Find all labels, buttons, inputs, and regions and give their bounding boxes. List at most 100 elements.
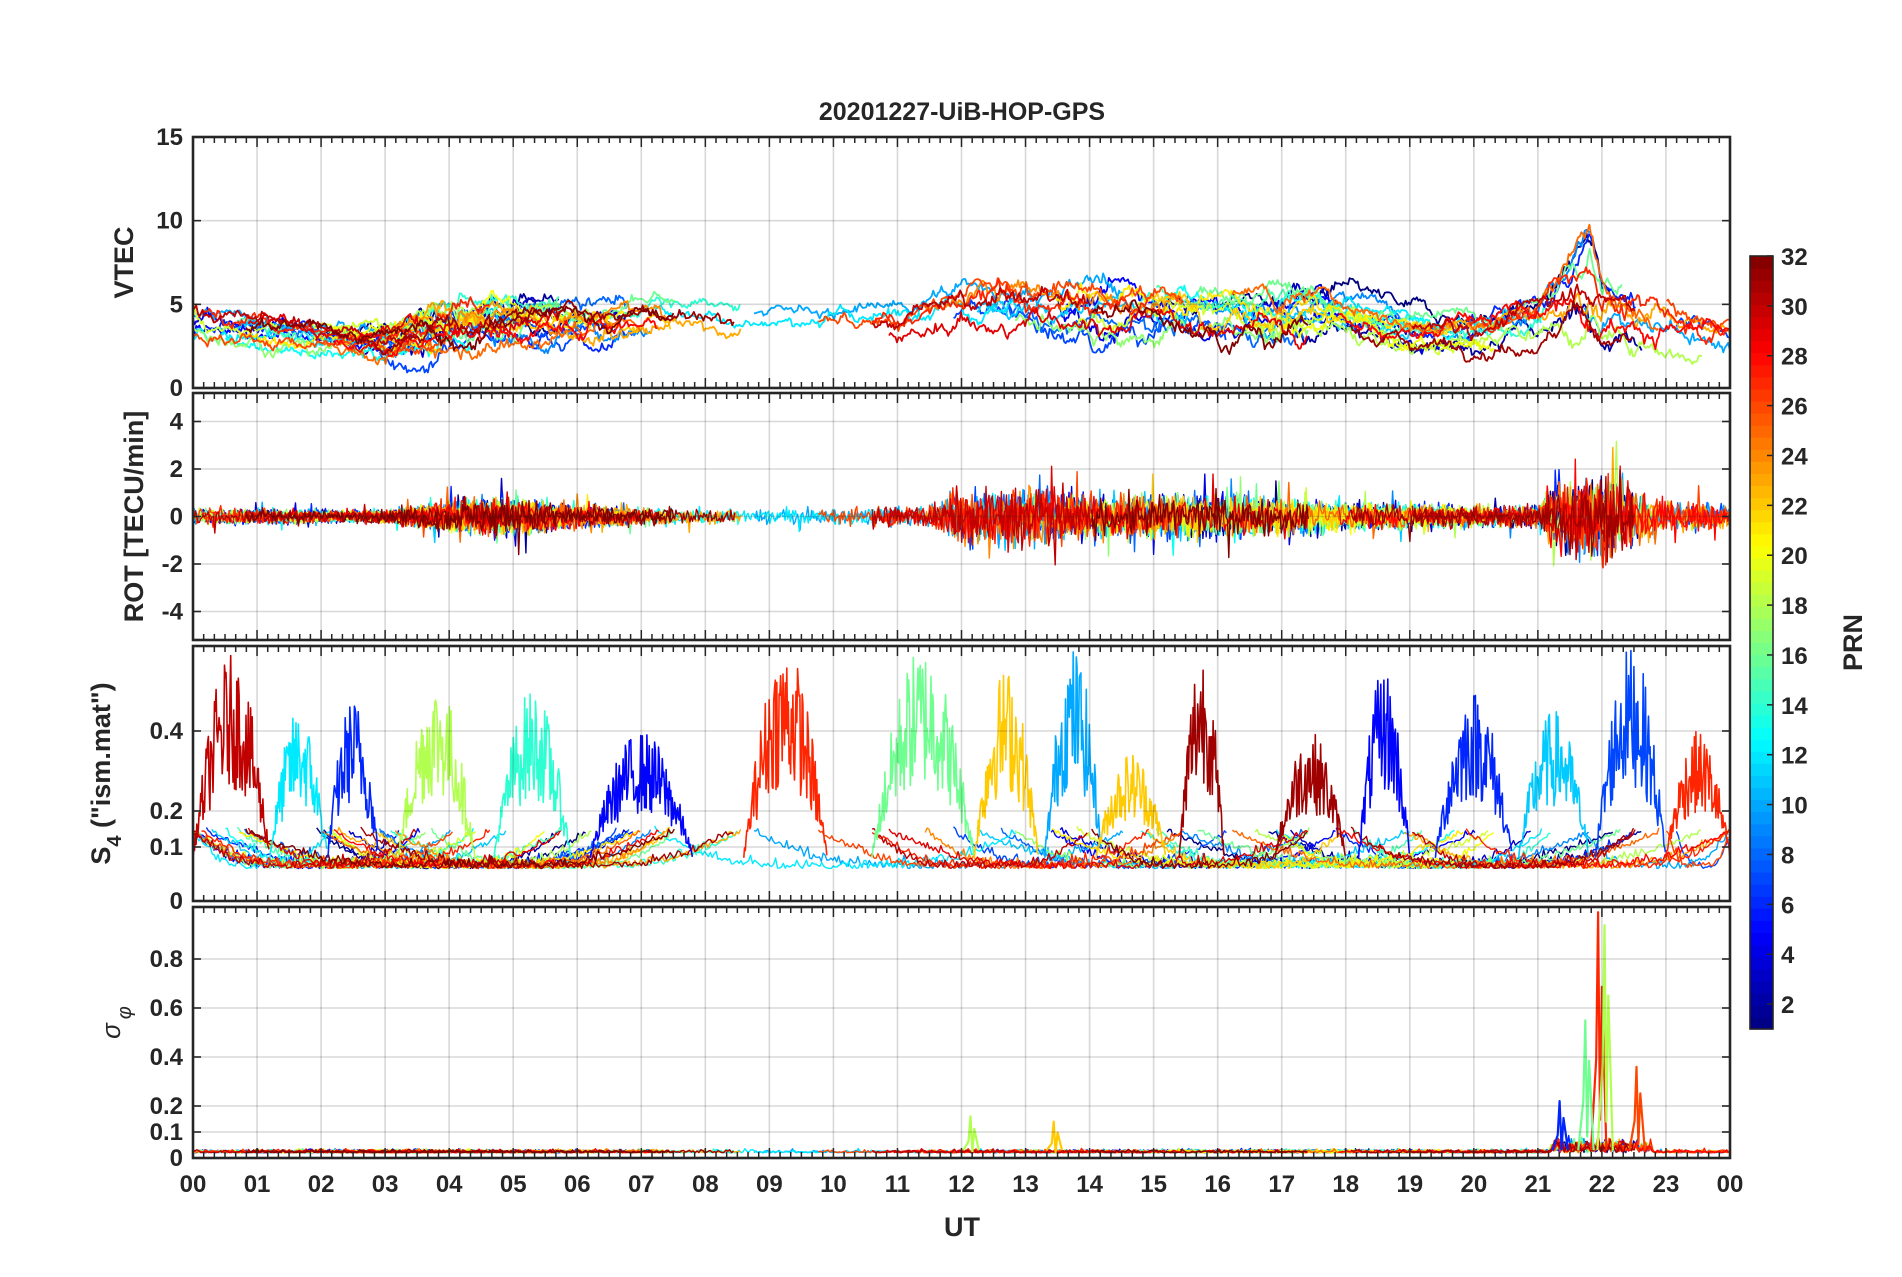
vtec-line-prn-10 <box>1583 307 1730 354</box>
sigma-spike-prn-18 <box>962 1115 980 1153</box>
s4-event-prn-27 <box>743 667 828 858</box>
panel-frame-sigma_phi <box>191 905 1732 1160</box>
s4-line-prn-12 <box>653 825 1016 870</box>
s4-line-prn-25 <box>1231 827 1660 870</box>
ytick-label-vtec-10: 10 <box>156 208 183 235</box>
vtec-line-prn-20 <box>1279 310 1495 353</box>
vtec-series-group <box>193 223 1730 374</box>
xtick-label-18: 18 <box>1332 1171 1359 1198</box>
y-axis-title-rot: ROT [TECU/min] <box>119 411 149 622</box>
colorbar-swatch <box>1750 594 1773 607</box>
sigma-spike-prn-18 <box>1596 924 1614 1151</box>
xtick-label-5: 05 <box>500 1171 527 1198</box>
colorbar-swatch <box>1750 400 1773 414</box>
ytick-label-rot--2: -2 <box>162 551 183 578</box>
xtick-label-7: 07 <box>628 1171 655 1198</box>
colorbar-swatch <box>1750 461 1773 475</box>
s4-series-group <box>193 649 1730 870</box>
colorbar-tick-label-24: 24 <box>1781 443 1808 470</box>
colorbar-swatch <box>1750 787 1773 801</box>
y-axis-title-s4: S4 ("ism.mat") <box>86 682 126 864</box>
colorbar-swatch <box>1750 437 1773 450</box>
colorbar-swatch <box>1750 545 1773 559</box>
sigma-spike-prn-22 <box>1045 1120 1064 1154</box>
colorbar-swatch <box>1750 920 1773 933</box>
colorbar-swatch <box>1750 932 1773 946</box>
colorbar-swatch <box>1750 304 1773 317</box>
xtick-label-11: 11 <box>885 1171 910 1198</box>
colorbar-swatch <box>1750 859 1773 873</box>
colorbar-swatch <box>1750 666 1773 680</box>
colorbar-swatch <box>1750 630 1773 644</box>
xtick-label-19: 19 <box>1396 1171 1423 1198</box>
s4-event-prn-7 <box>1594 649 1667 858</box>
s4-event-prn-30 <box>193 654 270 858</box>
colorbar-swatch <box>1750 268 1773 281</box>
colorbar-swatch <box>1750 992 1773 1006</box>
vtec-line-prn-28 <box>1338 297 1730 351</box>
colorbar-swatch <box>1750 328 1773 342</box>
vtec-line-prn-29 <box>888 307 1308 350</box>
axes-layer: 051015-4-202400.10.20.400.10.20.40.60.80… <box>86 124 1743 1198</box>
ytick-label-s4-0.4: 0.4 <box>150 718 184 745</box>
colorbar-tick-label-26: 26 <box>1781 394 1808 421</box>
colorbar-swatch <box>1750 606 1773 619</box>
rot-series-group <box>193 440 1730 569</box>
colorbar-swatch <box>1750 884 1773 897</box>
colorbar-title: PRN <box>1838 614 1868 671</box>
xtick-label-2: 02 <box>308 1171 335 1198</box>
s4-line-prn-31 <box>1350 826 1635 870</box>
colorbar-tick-label-20: 20 <box>1781 543 1808 570</box>
colorbar-tick-label-14: 14 <box>1781 693 1808 720</box>
s4-line-prn-30 <box>872 828 1088 869</box>
colorbar-swatch <box>1750 751 1773 764</box>
ytick-label-sigma_phi-0.2: 0.2 <box>150 1093 183 1120</box>
colorbar-swatch <box>1750 775 1773 789</box>
ytick-label-sigma_phi-0.8: 0.8 <box>150 946 183 973</box>
colorbar-swatch <box>1750 582 1773 595</box>
ytick-label-s4-0.1: 0.1 <box>150 834 183 861</box>
colorbar-swatch <box>1750 823 1773 837</box>
s4-line-prn-12 <box>193 831 330 870</box>
s4-event-prn-6 <box>1434 694 1513 858</box>
sigma-series-group <box>193 911 1730 1154</box>
colorbar-swatch <box>1750 340 1773 354</box>
colorbar-swatch <box>1750 944 1773 958</box>
s4-line-prn-27 <box>201 828 491 870</box>
colorbar-tick-label-18: 18 <box>1781 593 1808 620</box>
colorbar-swatch <box>1750 413 1773 426</box>
colorbar-swatch <box>1750 1004 1773 1018</box>
colorbar-tick-label-30: 30 <box>1781 294 1808 321</box>
s4-line-prn-27 <box>871 828 1150 869</box>
s4-event-prn-22 <box>973 674 1039 858</box>
colorbar-swatch <box>1750 557 1773 571</box>
colorbar-swatch <box>1750 497 1773 511</box>
xtick-label-8: 08 <box>692 1171 719 1198</box>
colorbar-swatch <box>1750 449 1773 462</box>
colorbar-swatch <box>1750 908 1773 921</box>
ytick-label-rot-4: 4 <box>170 409 184 436</box>
colorbar-swatch <box>1750 485 1773 499</box>
ytick-label-sigma_phi-0.6: 0.6 <box>150 995 183 1022</box>
colorbar-swatch <box>1750 702 1773 716</box>
xtick-label-13: 13 <box>1012 1171 1039 1198</box>
colorbar-swatch <box>1750 1016 1773 1030</box>
s4-event-prn-12 <box>269 717 328 858</box>
s4-event-prn-18 <box>397 699 476 858</box>
colorbar-swatch <box>1750 956 1773 970</box>
s4-line-prn-32 <box>245 828 675 870</box>
colorbar-swatch <box>1750 763 1773 776</box>
xtick-label-9: 09 <box>756 1171 783 1198</box>
vtec-line-prn-15 <box>1155 284 1423 338</box>
colorbar-swatch <box>1750 811 1773 825</box>
colorbar-swatch <box>1750 642 1773 656</box>
s4-line-prn-32 <box>1091 828 1308 869</box>
colorbar-swatch <box>1750 690 1773 704</box>
xtick-label-21: 21 <box>1525 1171 1552 1198</box>
colorbar-swatch <box>1750 968 1773 982</box>
colorbar-swatch <box>1750 714 1773 728</box>
ytick-label-rot--4: -4 <box>162 599 184 626</box>
colorbar-tick-label-28: 28 <box>1781 344 1808 371</box>
s4-event-prn-11 <box>1517 711 1590 858</box>
